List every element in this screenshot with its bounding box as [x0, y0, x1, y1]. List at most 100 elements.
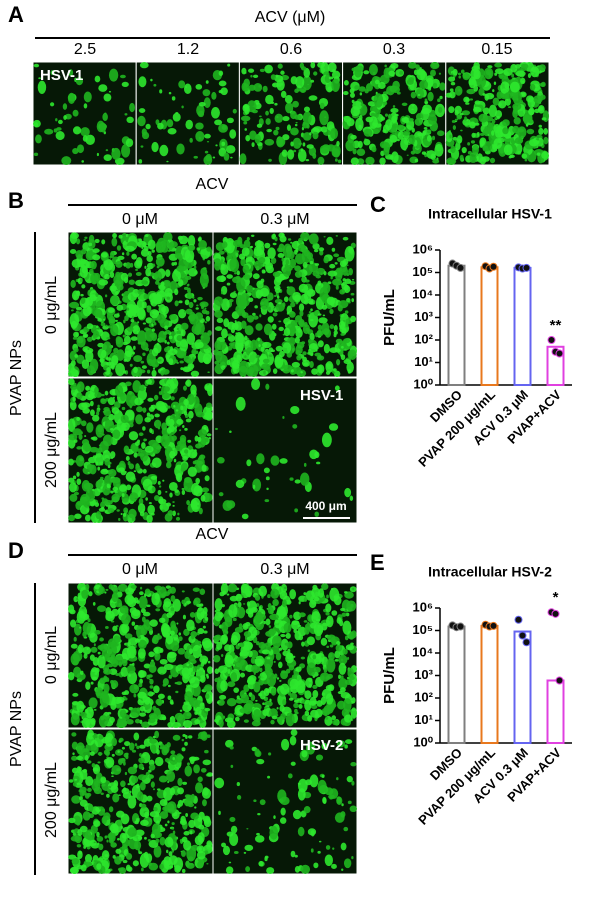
cell — [183, 711, 192, 719]
cell — [235, 717, 240, 722]
cell — [295, 337, 300, 344]
cell — [106, 794, 110, 798]
cell — [98, 84, 107, 92]
cell — [241, 68, 246, 75]
cell — [184, 310, 186, 313]
cell — [306, 159, 310, 161]
cell — [133, 355, 142, 362]
cell — [141, 804, 147, 809]
cell — [154, 414, 160, 418]
cell — [148, 240, 156, 250]
cell — [258, 344, 260, 347]
micrographs — [33, 62, 549, 874]
cell — [192, 296, 194, 299]
cell — [149, 619, 158, 626]
cell — [186, 418, 192, 422]
cell — [194, 156, 198, 159]
cell — [419, 80, 428, 89]
cell — [170, 346, 173, 351]
cell — [193, 758, 195, 759]
cell — [109, 91, 111, 93]
cell — [151, 781, 155, 787]
cell — [186, 664, 189, 667]
cell — [74, 354, 78, 358]
cell — [312, 153, 316, 159]
cell — [330, 324, 335, 329]
cell — [289, 279, 293, 283]
cell — [253, 485, 256, 489]
cell — [107, 712, 111, 715]
cell — [110, 451, 115, 458]
cell — [111, 738, 117, 746]
cell — [121, 614, 131, 625]
cell — [543, 137, 548, 145]
cell — [106, 337, 110, 339]
cell — [280, 797, 290, 806]
cell — [119, 485, 127, 492]
cell — [309, 600, 316, 608]
cell — [289, 311, 296, 317]
cell — [202, 435, 205, 438]
cell — [73, 348, 78, 353]
cell — [265, 384, 269, 390]
cell — [221, 263, 225, 269]
cell — [186, 863, 195, 869]
cell — [87, 323, 93, 329]
cell — [311, 611, 320, 624]
cell — [101, 239, 105, 244]
cell — [91, 682, 94, 685]
cell — [455, 86, 463, 96]
cell — [214, 361, 219, 365]
cell — [154, 322, 157, 325]
cell — [334, 333, 337, 337]
cell — [181, 329, 186, 336]
cell — [132, 316, 134, 319]
cell — [73, 337, 78, 340]
cell — [93, 663, 95, 665]
cell — [86, 656, 88, 657]
cell — [188, 245, 196, 251]
cell — [126, 391, 136, 407]
cell — [104, 274, 110, 280]
cell — [161, 246, 169, 253]
cell — [97, 318, 102, 322]
cell — [299, 601, 301, 604]
cell — [93, 602, 96, 606]
cell — [165, 837, 174, 848]
cell — [493, 124, 500, 133]
cell — [92, 763, 96, 767]
cell — [98, 279, 108, 285]
cell — [33, 120, 41, 128]
cell — [458, 75, 461, 78]
cell — [271, 687, 277, 695]
cell — [208, 661, 211, 664]
cell — [295, 328, 302, 338]
cell — [331, 610, 337, 616]
cell — [276, 79, 284, 90]
cell — [269, 826, 278, 840]
cell — [202, 464, 207, 471]
cell — [282, 599, 287, 607]
cell — [301, 641, 305, 646]
cell — [310, 261, 314, 264]
cell — [165, 491, 167, 493]
cell — [153, 685, 159, 693]
cell — [162, 306, 169, 314]
y-tick-label: 10² — [414, 331, 433, 346]
cell — [495, 110, 502, 118]
cell — [286, 259, 290, 264]
cell — [120, 605, 129, 613]
cell — [204, 97, 211, 108]
cell — [165, 758, 170, 762]
cell — [289, 589, 296, 599]
cell — [244, 719, 249, 722]
cell — [76, 742, 84, 755]
cell — [180, 710, 183, 712]
cell — [245, 866, 250, 872]
cell — [194, 719, 200, 724]
cell — [225, 717, 234, 722]
bar — [449, 266, 465, 385]
cell — [85, 755, 89, 761]
cell — [100, 692, 110, 708]
cell — [207, 330, 212, 336]
